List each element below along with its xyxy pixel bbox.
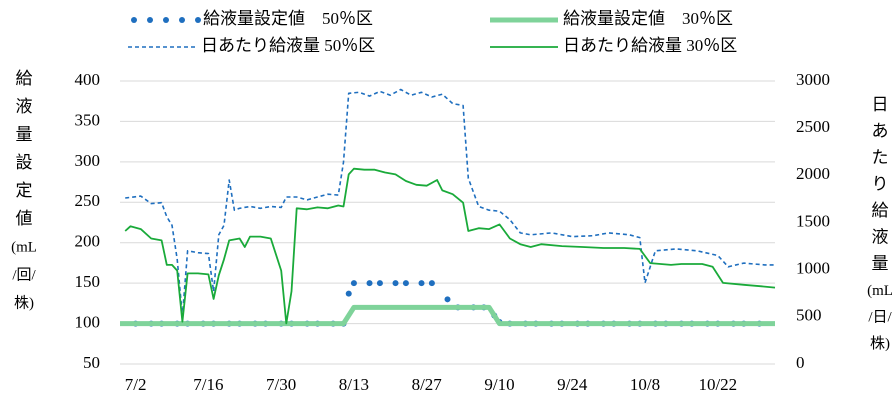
y2-axis-label: 給 [872,201,889,220]
y2-tick-label: 2500 [796,117,830,136]
y2-axis-label: り [872,174,889,193]
legend-label: 給液量設定値 30％区 [563,9,733,28]
marker [345,290,352,297]
legend-marker [163,17,169,23]
y-tick-label: 350 [75,110,101,129]
y2-tick-label: 3000 [796,70,830,89]
y-tick-label: 200 [75,232,101,251]
legend-label: 日あたり給液量 50％区 [201,36,375,55]
series-line [125,88,775,317]
y-tick-label: 250 [75,191,101,210]
y-axis-label: 株) [14,294,34,311]
series-line [120,304,775,327]
legend-marker [195,17,201,23]
marker [350,280,357,287]
marker [392,280,399,287]
y-axis-label: 給 [16,69,33,88]
y-tick-label: 150 [75,272,101,291]
y-axis-label: (mL [11,239,37,255]
x-tick-label: 7/16 [193,375,223,394]
y-axis-label: /回/ [12,266,36,283]
x-tick-label: 9/24 [557,375,588,394]
x-tick-label: 10/8 [630,375,660,394]
legend-marker [131,17,137,23]
marker [428,280,435,287]
marker [444,296,451,303]
y2-tick-label: 0 [796,353,805,372]
y2-tick-label: 2000 [796,164,830,183]
y2-tick-label: 1000 [796,259,830,278]
x-tick-label: 8/13 [339,375,369,394]
y-axis-label: 定 [16,181,33,200]
marker [402,280,409,287]
legend-marker [179,17,185,23]
marker [366,280,373,287]
legend-label: 給液量設定値 50％区 [203,9,373,28]
series-line [124,167,776,325]
x-tick-label: 9/10 [484,375,514,394]
legend-label: 日あたり給液量 30％区 [563,36,737,55]
y2-axis-label: 株) [870,335,890,352]
y-tick-label: 300 [75,151,101,170]
y-axis-label: 設 [16,153,33,172]
y2-tick-label: 1500 [796,211,830,230]
y-tick-label: 50 [83,353,100,372]
x-tick-label: 7/2 [125,375,147,394]
y2-axis-label: あ [872,121,889,140]
legend-marker [147,17,153,23]
y2-axis-label: /日/ [868,309,892,325]
y2-axis-label: 液 [872,227,889,246]
y-axis-label: 値 [16,209,33,228]
y2-axis-label: (mL [867,283,893,299]
marker [376,280,383,287]
y-tick-label: 400 [75,70,101,89]
marker [418,280,425,287]
y2-axis-label: 日 [872,95,889,114]
y-axis-label: 量 [16,125,33,144]
y2-axis-label: た [872,148,889,167]
y-tick-label: 100 [75,312,101,331]
y2-axis-label: 量 [872,254,889,273]
x-tick-label: 7/30 [266,375,296,394]
y2-tick-label: 500 [796,306,822,325]
y-axis-label: 液 [16,97,33,116]
x-tick-label: 8/27 [412,375,443,394]
x-tick-label: 10/22 [698,375,737,394]
